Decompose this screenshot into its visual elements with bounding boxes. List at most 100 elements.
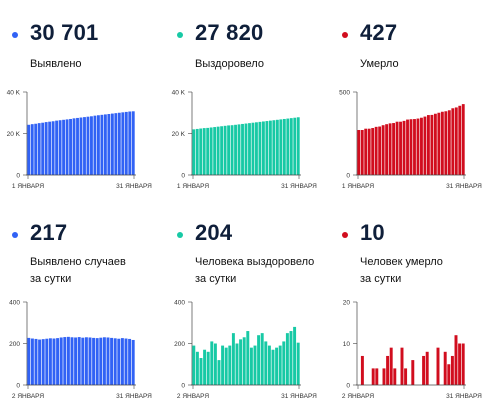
chart-bar	[367, 128, 371, 175]
chart-bar	[406, 119, 409, 175]
chart-bar	[450, 355, 454, 385]
x-tick-label-start: 1 ЯНВАРЯ	[177, 183, 209, 190]
chart-bar	[128, 111, 132, 175]
chart-bar	[239, 339, 243, 385]
chart-bar	[195, 128, 199, 175]
chart-bar	[275, 347, 279, 385]
chart-bar	[93, 115, 97, 175]
x-tick-label-end: 31 ЯНВАРЯ	[116, 393, 152, 400]
chart-bar	[296, 117, 300, 175]
daily-confirmed-value: 217	[30, 220, 68, 245]
y-tick-label: 40 K	[172, 90, 186, 97]
chart-bar	[364, 128, 368, 175]
chart-bar	[206, 127, 210, 175]
chart-bar	[461, 104, 465, 175]
chart-bar	[76, 117, 79, 175]
chart-bar	[433, 113, 437, 175]
chart-bar	[447, 110, 451, 175]
chart-bar	[289, 331, 293, 385]
y-tick-label: 40 K	[7, 90, 21, 97]
chart-bar	[248, 123, 251, 176]
chart-bar	[34, 123, 38, 175]
chart-bar	[392, 123, 396, 175]
chart-bar	[27, 337, 31, 385]
chart-bar	[216, 126, 220, 175]
chart-bar	[124, 111, 128, 175]
chart-bar	[257, 335, 261, 385]
chart-bar	[279, 119, 283, 175]
chart-bar	[203, 349, 207, 385]
chart-bar	[289, 118, 293, 175]
chart-bar	[278, 345, 282, 385]
chart-bar	[199, 128, 203, 175]
chart-bar	[423, 116, 427, 175]
y-tick-label: 10	[343, 341, 351, 348]
chart-bar	[426, 115, 430, 175]
chart-bar	[213, 127, 217, 175]
chart-bar	[59, 337, 63, 385]
chart-bar	[388, 123, 392, 175]
x-tick-label-end: 31 ЯНВАРЯ	[116, 183, 152, 190]
y-tick-label: 400	[174, 300, 185, 307]
chart-bar	[117, 338, 121, 385]
chart-bar	[264, 341, 268, 385]
chart-bar	[425, 351, 429, 385]
confirmed-label: Выявлено	[30, 58, 82, 70]
chart-bar	[37, 123, 41, 176]
chart-bar	[436, 347, 440, 385]
y-tick-label: 20	[343, 300, 351, 307]
card-daily-recovered: 204 Человека выздоровело за сутки 0 200 40…	[165, 210, 325, 410]
card-daily-deaths: 10 Человек умерло за сутки 0 10 20 2 ЯНВАРЯ…	[330, 210, 490, 410]
y-tick-label: 20 K	[7, 131, 21, 138]
chart-bar	[106, 337, 110, 385]
chart-bar	[409, 119, 413, 175]
chart-bar	[195, 351, 199, 385]
chart-bar	[286, 118, 290, 175]
chart-bar	[77, 337, 81, 385]
chart-bar	[275, 119, 279, 175]
chart-bar	[52, 338, 56, 385]
chart-bar	[206, 351, 210, 385]
confirmed-chart: 0 20 K 40 K 1 ЯНВАРЯ 31 ЯНВАРЯ	[7, 90, 153, 191]
chart-bar	[253, 345, 257, 385]
chart-bar	[56, 338, 60, 385]
y-tick-label: 200	[9, 341, 20, 348]
chart-bar	[267, 345, 271, 385]
chart-bar	[402, 120, 406, 175]
y-tick-label: 0	[346, 173, 350, 180]
chart-bar	[69, 118, 72, 175]
chart-bar	[430, 114, 434, 175]
chart-bar	[282, 118, 286, 175]
chart-bar	[128, 338, 132, 385]
recovered-total: 27 820	[195, 20, 264, 45]
chart-bar	[382, 368, 386, 385]
chart-bar	[395, 121, 399, 175]
chart-bar	[381, 125, 385, 175]
deaths-label: Умерло	[360, 58, 399, 70]
chart-bar	[272, 120, 276, 175]
chart-bar	[261, 121, 265, 175]
chart-bar	[258, 121, 262, 175]
chart-bar	[378, 126, 382, 175]
chart-bar	[70, 337, 74, 385]
teal-dot-icon	[177, 32, 183, 38]
chart-bar	[48, 338, 52, 385]
chart-bar	[296, 342, 300, 385]
chart-bar	[416, 118, 420, 175]
chart-bar	[223, 125, 227, 175]
chart-bar	[458, 343, 462, 385]
chart-bar	[271, 349, 275, 385]
daily-recovered-label-line1: Человека выздоровело	[195, 256, 315, 268]
chart-bar	[210, 341, 214, 385]
chart-bar	[246, 331, 250, 385]
chart-bar	[34, 338, 38, 385]
deaths-chart: 0 500 1 ЯНВАРЯ 31 ЯНВАРЯ	[339, 90, 482, 191]
chart-bar	[221, 345, 225, 385]
chart-bar	[131, 339, 135, 385]
daily-recovered-label-line2: за сутки	[195, 273, 237, 285]
chart-bar	[224, 347, 228, 385]
chart-bar	[371, 368, 375, 385]
blue-dot-icon	[12, 32, 18, 38]
card-deaths: 427 Умерло 0 500 1 ЯНВАРЯ 31 ЯНВАРЯ	[330, 0, 490, 200]
daily-confirmed-chart: 0 200 400 2 ЯНВАРЯ 31 ЯНВАРЯ	[9, 300, 152, 401]
